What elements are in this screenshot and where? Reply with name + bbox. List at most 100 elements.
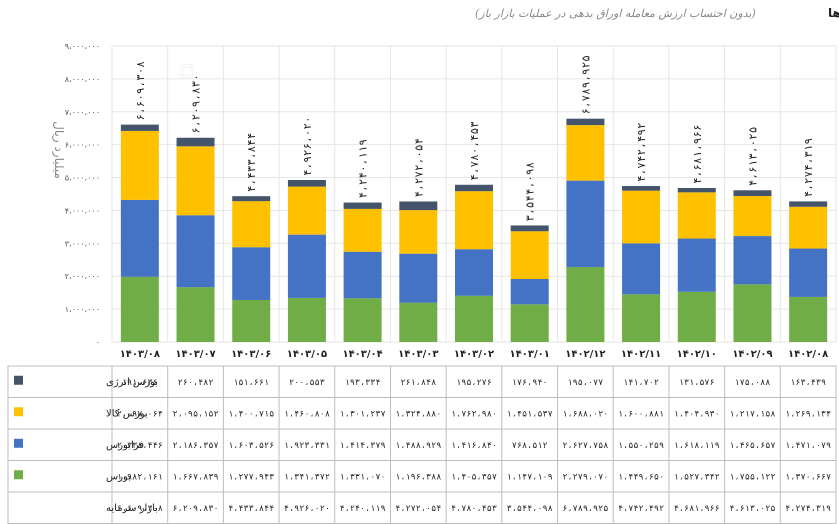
bar-segment bbox=[287, 179, 326, 187]
table-cell: ۱،۳۴۱،۳۷۲ bbox=[284, 472, 330, 482]
table-cell: ۲،۰۹۵،۱۵۲ bbox=[173, 409, 219, 419]
bar-segment bbox=[455, 249, 493, 296]
table-cell: ۳،۵۴۴،۰۹۸ bbox=[507, 504, 553, 514]
table-cell: ۴،۶۱۳،۰۲۵ bbox=[729, 504, 775, 514]
table-cell: ۱،۴۵۱،۵۳۷ bbox=[507, 409, 553, 419]
table-row-name: بورس انرژی bbox=[106, 377, 158, 388]
table-cell: ۱۵۱،۶۶۱ bbox=[233, 378, 269, 388]
bar-segment bbox=[677, 188, 716, 193]
table-cell: ۲،۲۷۹،۰۷۰ bbox=[562, 472, 608, 482]
category-label: ۱۴۰۲/۱۱ bbox=[621, 349, 661, 360]
bar-segment bbox=[510, 278, 549, 305]
table-cell: ۱،۴۱۴،۳۷۹ bbox=[340, 441, 386, 451]
bar-segment bbox=[677, 238, 716, 292]
table-cell: ۱،۴۶۰،۸۰۸ bbox=[284, 409, 330, 419]
table-cell: ۴،۹۲۶،۰۲۰ bbox=[284, 504, 330, 514]
bar-segment bbox=[733, 196, 772, 237]
chart-subtitle: (بدون احتساب ارزش معامله اوراق بدهی در ع… bbox=[475, 7, 756, 20]
legend-swatch bbox=[14, 375, 23, 385]
bars bbox=[120, 118, 828, 342]
table-cell: ۱۳۱،۵۷۶ bbox=[679, 378, 715, 388]
table-row-name: بورس کالا bbox=[106, 408, 148, 419]
total-label: ۴،۶۱۳،۰۲۵ bbox=[746, 127, 759, 187]
table-cell: ۱،۳۷۰،۶۶۷ bbox=[785, 472, 831, 482]
y-tick-label: ۴،۰۰۰،۰۰۰ bbox=[65, 206, 100, 215]
bar-segment bbox=[455, 295, 493, 342]
table-cell: ۷۶۸،۵۱۲ bbox=[512, 441, 548, 451]
table-row-name: فرابورس bbox=[106, 440, 144, 451]
table-cell: ۱،۴۶۵،۶۵۷ bbox=[729, 441, 775, 451]
table-cell: ۲،۱۸۶،۳۵۷ bbox=[173, 441, 219, 451]
bar-segment bbox=[677, 192, 716, 239]
table-cell: ۱،۵۵۰،۲۵۹ bbox=[618, 441, 664, 451]
total-label: ۴،۷۴۲،۴۹۲ bbox=[635, 122, 648, 182]
table-cell: ۱،۶۰۰،۸۸۱ bbox=[618, 409, 664, 419]
table-cell: ۱۹۳،۳۳۴ bbox=[345, 378, 381, 388]
table-cell: ۱۹۱،۶۳۶ bbox=[122, 378, 158, 388]
table-cell: ۱۷۶،۹۴۰ bbox=[512, 378, 548, 388]
table-cell: ۱،۴۱۶،۸۴۰ bbox=[451, 441, 497, 451]
table-cell: ۱۴۱،۷۰۲ bbox=[623, 378, 659, 388]
category-label: ۱۴۰۳/۰۸ bbox=[120, 349, 160, 360]
legend-swatch bbox=[14, 470, 23, 480]
table-cell: ۲۶۰،۴۸۲ bbox=[178, 378, 214, 388]
bar-segment bbox=[622, 190, 661, 244]
table-cell: ۱،۱۹۶،۳۸۸ bbox=[395, 472, 441, 482]
table-cell: ۲،۳۳۸،۴۴۶ bbox=[117, 441, 163, 451]
category-label: ۱۴۰۳/۰۲ bbox=[454, 349, 494, 360]
bar-segment bbox=[789, 248, 828, 297]
y-tick-label: ۲،۰۰۰،۰۰۰ bbox=[65, 272, 100, 281]
total-label: ۶،۲۰۹،۸۳۰ bbox=[190, 74, 203, 134]
table-row-name: بازار سرمایه bbox=[106, 503, 158, 514]
total-label: ۴،۶۸۱،۹۶۶ bbox=[691, 124, 704, 184]
legend-swatch bbox=[14, 407, 23, 417]
table-cell: ۱،۳۰۱،۲۳۷ bbox=[340, 409, 386, 419]
table-cell: ۱،۴۰۴،۹۳۰ bbox=[674, 409, 720, 419]
table-cell: ۱،۴۴۹،۶۵۰ bbox=[618, 472, 664, 482]
table-cell: ۲،۰۹۷،۰۶۴ bbox=[117, 409, 163, 419]
bar-segment bbox=[566, 267, 605, 342]
bar-segment bbox=[510, 225, 549, 232]
bar-segment bbox=[622, 243, 661, 295]
bar-segment bbox=[399, 302, 438, 342]
table-cell: ۱،۷۵۵،۱۲۲ bbox=[729, 472, 775, 482]
bar-segment bbox=[120, 199, 159, 277]
table-cell: ۱،۵۲۷،۳۴۲ bbox=[674, 472, 720, 482]
y-tick-label: ۰ bbox=[96, 338, 100, 347]
bar-segment bbox=[232, 247, 271, 300]
bar-segment bbox=[677, 291, 716, 342]
table-cell: ۶،۲۰۹،۸۳۰ bbox=[173, 504, 219, 514]
bar-segment bbox=[399, 201, 438, 211]
table-cell: ۱،۶۶۷،۸۳۹ bbox=[173, 472, 219, 482]
bar-segment bbox=[566, 118, 605, 126]
bar-segment bbox=[343, 298, 382, 342]
table-cell: ۲۰۰،۵۵۳ bbox=[289, 378, 325, 388]
y-tick-label: ۹،۰۰۰،۰۰۰ bbox=[65, 42, 100, 51]
table-cell: ۴،۲۴۰،۱۱۹ bbox=[340, 504, 386, 514]
total-label: ۶،۷۸۹،۹۲۵ bbox=[579, 55, 592, 115]
total-labels: ۴،۲۷۴،۳۱۹ ۴،۶۱۳،۰۲۵ ۴،۶۸۱،۹۶۶ ۴،۷۴۲،۴۹۲ ۶،۷۸… bbox=[134, 55, 815, 221]
category-label: ۱۴۰۳/۰۵ bbox=[287, 349, 327, 360]
table-cell: ۴،۷۴۲،۴۹۲ bbox=[618, 504, 664, 514]
y-axis-ticks: ۰ ۱،۰۰۰،۰۰۰ ۲،۰۰۰،۰۰۰ ۳،۰۰۰،۰۰۰ ۴،۰۰۰،۰۰۰ ۵،۰… bbox=[65, 42, 100, 347]
bar-segment bbox=[343, 251, 382, 299]
bar-segment bbox=[399, 210, 438, 254]
table-cell: ۴،۶۸۱،۹۶۶ bbox=[674, 504, 720, 514]
y-tick-label: ۸،۰۰۰،۰۰۰ bbox=[65, 75, 100, 84]
table-cell: ۱،۳۲۴،۸۸۰ bbox=[395, 409, 441, 419]
table-cell: ۶،۶۰۹،۳۰۸ bbox=[117, 504, 163, 514]
table-cell: ۱،۴۸۸،۹۲۹ bbox=[395, 441, 441, 451]
bar-segment bbox=[455, 191, 493, 250]
bar-segment bbox=[566, 180, 605, 268]
table-cell: ۱،۹۸۲،۱۶۱ bbox=[117, 472, 163, 482]
bar-segment bbox=[455, 184, 493, 192]
table-cell: ۱،۶۰۳،۵۲۶ bbox=[228, 441, 274, 451]
y-axis-label: میلیارد ریال bbox=[51, 121, 66, 179]
category-label: ۱۴۰۲/۱۰ bbox=[677, 349, 717, 360]
category-label: ۱۴۰۲/۱۲ bbox=[565, 349, 605, 360]
bar-segment bbox=[566, 125, 605, 181]
table-cell: ۴،۲۷۲،۰۵۴ bbox=[395, 504, 441, 514]
total-label: ۴،۲۷۴،۳۱۹ bbox=[802, 138, 815, 198]
bar-segment bbox=[232, 196, 271, 202]
table-cell: ۱،۴۰۵،۳۵۷ bbox=[451, 472, 497, 482]
